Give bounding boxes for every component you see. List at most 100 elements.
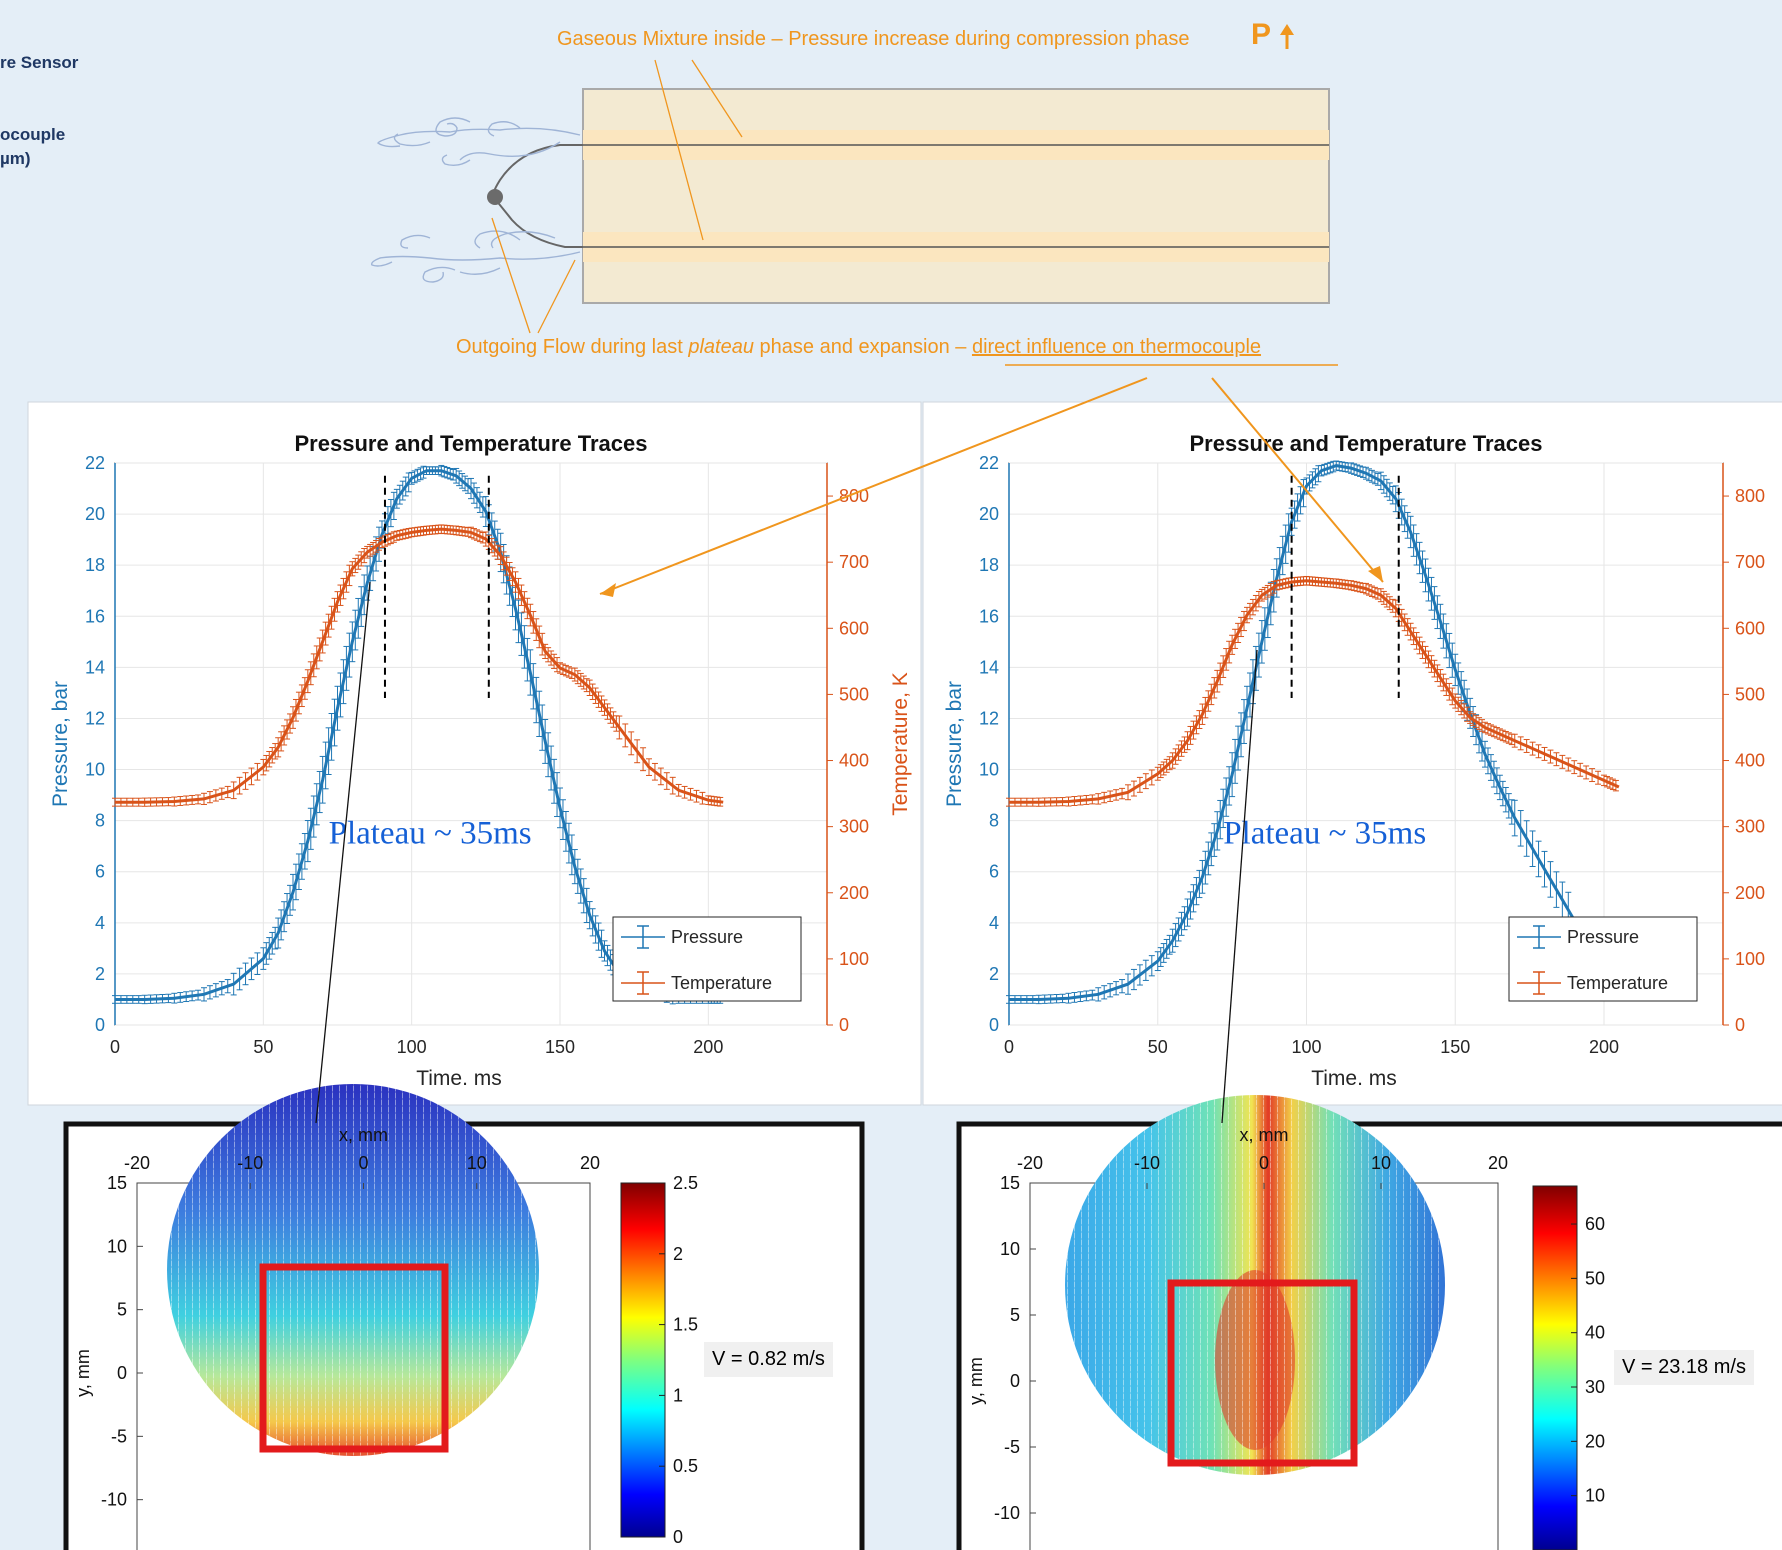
y-left-tick-label: 20 [979,504,999,524]
legend-entry: Pressure [1567,927,1639,947]
roi-box-right [1167,1279,1358,1467]
x-tick-label: 100 [397,1037,427,1057]
vf-y-tick-label: 15 [1000,1173,1020,1193]
x-tick-label: 150 [1440,1037,1470,1057]
y-left-tick-label: 20 [85,504,105,524]
y-right-tick-label: 400 [839,751,869,771]
y-right-tick-label: 200 [1735,883,1765,903]
vf-x-tick-label: 20 [580,1153,600,1173]
colorbar-tick-label: 10 [1585,1486,1605,1506]
vf-x-axis-label: x, mm [339,1125,388,1145]
pressure-symbol: P [1251,18,1272,51]
y-right-tick-label: 500 [839,684,869,704]
legend-box [612,916,802,1002]
colorbar-left [620,1182,666,1538]
y-left-tick-label: 2 [989,964,999,984]
legend-entry: Pressure [671,927,743,947]
colorbar-right [1532,1185,1578,1550]
pressure-series-line [115,469,724,1001]
bottom-annotation-italic: plateau [688,336,754,358]
x-tick-label: 0 [1004,1037,1014,1057]
y-right-tick-label: 0 [1735,1015,1745,1035]
connectors [315,377,1384,1124]
y-left-tick-label: 6 [989,862,999,882]
colorbar-tick-label: 20 [1585,1431,1605,1451]
y-right-tick-label: 200 [839,883,869,903]
y-right-tick-label: 500 [1735,684,1765,704]
y-left-tick-label: 12 [979,708,999,728]
y-right-tick-label: 300 [839,817,869,837]
link-line-right [1221,649,1258,1124]
schematic [370,24,1338,366]
vf-x-tick-label: 10 [1371,1153,1391,1173]
vf-y-tick-label: 0 [117,1363,127,1383]
y-left-tick-label: 2 [95,964,105,984]
y-left-tick-label: 18 [85,555,105,575]
y-left-tick-label: 8 [95,811,105,831]
thermocouple-size-label: µm) [0,149,31,168]
y-right-tick-label: 100 [1735,949,1765,969]
vf-y-tick-label: 15 [107,1173,127,1193]
combustion-chamber [582,88,1330,304]
y-right-tick-label: 600 [1735,618,1765,638]
velocity-field-left [167,1084,539,1456]
connector-arrow-right [1211,377,1384,583]
vf-x-tick-label: -10 [237,1153,263,1173]
vf-y-tick-label: -10 [994,1503,1020,1523]
colorbar-ticks-left: 2.5 2 1.5 1 0.5 0 [659,1173,698,1547]
bottom-annotation-mid: phase and expansion – [759,336,967,358]
top-annotation: Gaseous Mixture inside – Pressure increa… [557,28,1190,50]
y-left-tick-label: 0 [95,1015,105,1035]
y-right-tick-label: 600 [839,618,869,638]
thermocouple-bead [487,189,503,205]
vf-x-tick-label: -10 [1134,1153,1160,1173]
velocity-axis-ticks-right: x, mm -20 -10 0 10 20 15 10 5 0 -5 -10 y, mm [966,1125,1508,1523]
y-left-tick-label: 4 [989,913,999,933]
y-left-tick-label: 16 [85,606,105,626]
vf-y-tick-label: -5 [111,1426,127,1446]
pressure-up-arrow-icon [1280,24,1294,49]
vf-y-tick-label: 10 [107,1236,127,1256]
pressure-series-line [1009,464,1576,1001]
y-right-tick-label: 700 [1735,552,1765,572]
connector-arrowhead-right [1368,566,1383,582]
vf-y-tick-label: 5 [1010,1305,1020,1325]
y-left-tick-label: 22 [85,453,105,473]
vf-x-tick-label: 20 [1488,1153,1508,1173]
vf-x-axis-label: x, mm [1240,1125,1289,1145]
colorbar-tick-label: 0.5 [673,1456,698,1476]
y-right-tick-label: 800 [1735,486,1765,506]
y-left-tick-label: 22 [979,453,999,473]
colorbar-tick-label: 2 [673,1244,683,1264]
vf-x-tick-label: 0 [1259,1153,1269,1173]
y-left-tick-label: 10 [85,760,105,780]
bottom-annotation-pre: Outgoing Flow during last [456,336,683,358]
outgoing-flow-swirls-top [377,117,581,167]
chart-title: Pressure and Temperature Traces [1190,431,1543,456]
colorbar-tick-label: 60 [1585,1214,1605,1234]
y-left-tick-label: 18 [979,555,999,575]
colorbar-tick-label: 2.5 [673,1173,698,1193]
y-left-tick-label: 14 [85,657,105,677]
x-tick-label: 200 [693,1037,723,1057]
colorbar-ticks-right: 60 50 40 30 20 10 [1571,1214,1605,1506]
y-right-tick-label: 700 [839,552,869,572]
x-tick-label: 200 [1589,1037,1619,1057]
temperature-series-line [115,527,724,804]
plateau-annotation: Plateau ~ 35ms [329,816,532,852]
y-left-axis-label: Pressure, bar [943,681,966,807]
velocity-label-left: V = 0.82 m/s [704,1342,833,1377]
vf-y-tick-label: 10 [1000,1239,1020,1259]
colorbar-tick-label: 1 [673,1385,683,1405]
x-tick-label: 50 [253,1037,273,1057]
vf-x-tick-label: 0 [358,1153,368,1173]
y-left-tick-label: 8 [989,811,999,831]
temperature-series-line [1009,579,1620,804]
legend-box [1508,916,1698,1002]
vf-x-tick-label: 10 [467,1153,487,1173]
plateau-annotation: Plateau ~ 35ms [1223,816,1426,852]
x-axis-label: Time. ms [1311,1067,1397,1090]
colorbar-tick-label: 1.5 [673,1315,698,1335]
